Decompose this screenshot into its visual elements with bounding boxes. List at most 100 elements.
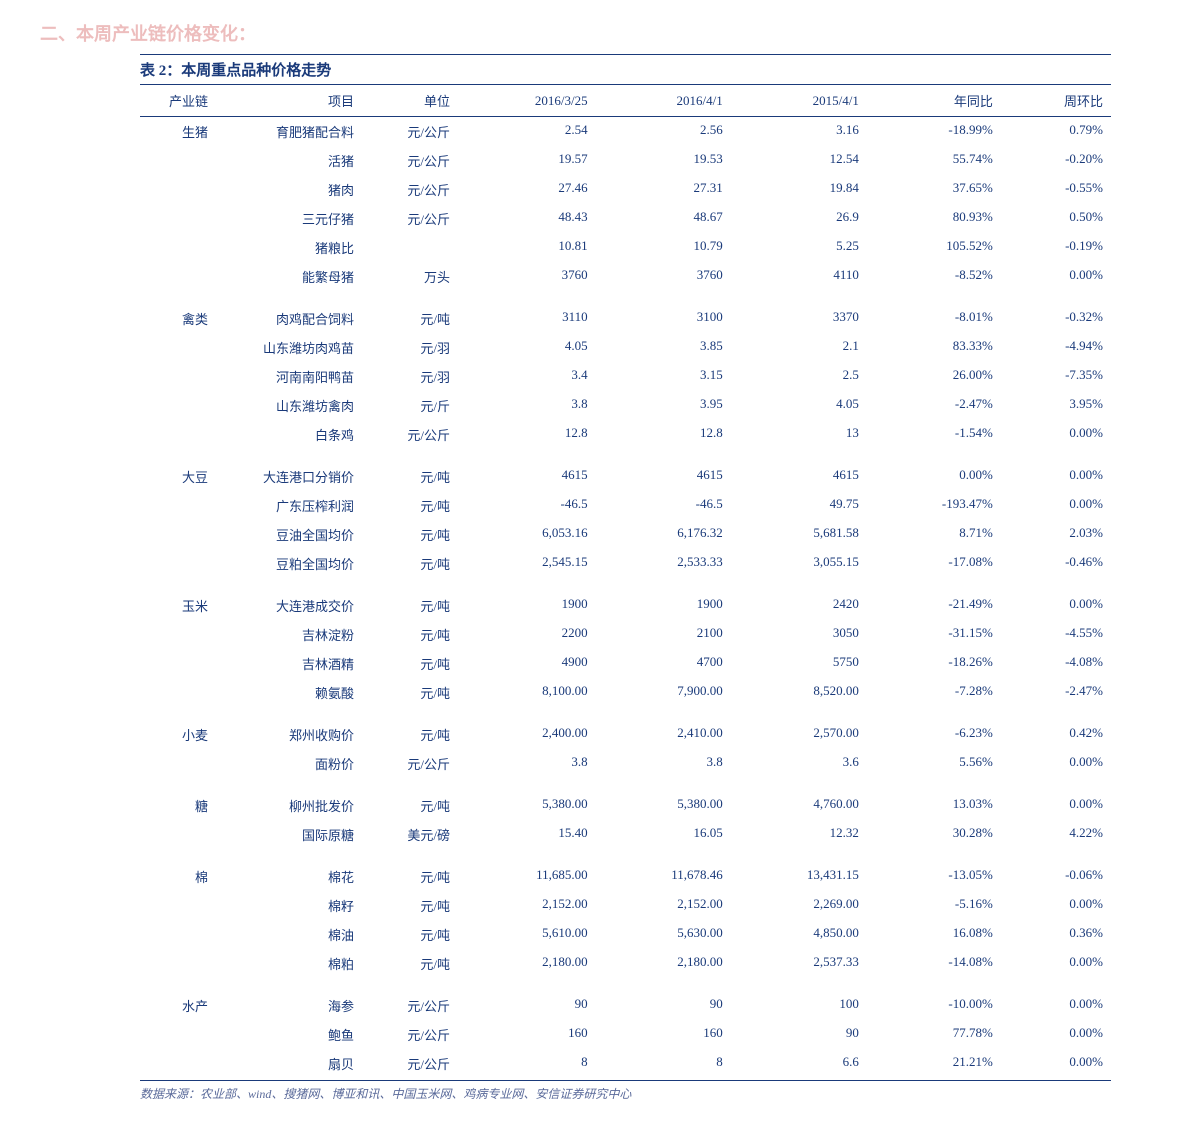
cell-wow: 0.36% (1001, 920, 1111, 949)
cell-val3: 5750 (731, 649, 867, 678)
cell-item: 棉花 (216, 849, 362, 891)
table-row: 水产海参元/公斤9090100-10.00%0.00% (140, 978, 1111, 1020)
cell-val1: 6,053.16 (458, 520, 596, 549)
cell-item: 面粉价 (216, 749, 362, 778)
cell-val3: 3.16 (731, 117, 867, 147)
cell-val2: 10.79 (596, 233, 731, 262)
cell-unit: 元/公斤 (362, 978, 458, 1020)
table-row: 小麦郑州收购价元/吨2,400.002,410.002,570.00-6.23%… (140, 707, 1111, 749)
cell-item: 棉粕 (216, 949, 362, 978)
price-table-container: 表 2：本周重点品种价格走势 产业链 项目 单位 2016/3/25 2016/… (140, 54, 1111, 1102)
cell-yoy: -2.47% (867, 391, 1001, 420)
cell-val1: 27.46 (458, 175, 596, 204)
table-row: 玉米大连港成交价元/吨190019002420-21.49%0.00% (140, 578, 1111, 620)
cell-unit: 元/斤 (362, 391, 458, 420)
col-unit: 单位 (362, 85, 458, 117)
col-chain: 产业链 (140, 85, 216, 117)
cell-wow: 0.00% (1001, 978, 1111, 1020)
cell-yoy: 77.78% (867, 1020, 1001, 1049)
cell-yoy: -31.15% (867, 620, 1001, 649)
col-item: 项目 (216, 85, 362, 117)
cell-item: 白条鸡 (216, 420, 362, 449)
cell-wow: 3.95% (1001, 391, 1111, 420)
cell-yoy: 55.74% (867, 146, 1001, 175)
table-row: 面粉价元/公斤3.83.83.65.56%0.00% (140, 749, 1111, 778)
cell-val1: 10.81 (458, 233, 596, 262)
cell-unit: 元/公斤 (362, 1049, 458, 1078)
data-source-note: 数据来源：农业部、wind、搜猪网、博亚和讯、中国玉米网、鸡病专业网、安信证券研… (140, 1081, 1111, 1102)
cell-val1: 3.4 (458, 362, 596, 391)
cell-val3: 4110 (731, 262, 867, 291)
cell-val3: 6.6 (731, 1049, 867, 1078)
cell-unit: 元/公斤 (362, 749, 458, 778)
table-row: 禽类肉鸡配合饲料元/吨311031003370-8.01%-0.32% (140, 291, 1111, 333)
table-row: 三元仔猪元/公斤48.4348.6726.980.93%0.50% (140, 204, 1111, 233)
cell-val3: 2,570.00 (731, 707, 867, 749)
cell-chain: 玉米 (140, 578, 216, 620)
cell-yoy: -13.05% (867, 849, 1001, 891)
cell-val1: 12.8 (458, 420, 596, 449)
cell-val2: 3100 (596, 291, 731, 333)
cell-yoy: 105.52% (867, 233, 1001, 262)
section-heading: 二、本周产业链价格变化： (40, 20, 1151, 46)
table-row: 大豆大连港口分销价元/吨4615461546150.00%0.00% (140, 449, 1111, 491)
cell-val1: 11,685.00 (458, 849, 596, 891)
table-row: 白条鸡元/公斤12.812.813-1.54%0.00% (140, 420, 1111, 449)
cell-chain (140, 491, 216, 520)
cell-item: 山东潍坊肉鸡苗 (216, 333, 362, 362)
cell-unit: 元/羽 (362, 362, 458, 391)
cell-val2: 2,180.00 (596, 949, 731, 978)
cell-item: 大连港口分销价 (216, 449, 362, 491)
cell-val3: 5.25 (731, 233, 867, 262)
cell-val3: 3.6 (731, 749, 867, 778)
cell-unit: 元/吨 (362, 549, 458, 578)
cell-val1: 90 (458, 978, 596, 1020)
cell-unit: 元/公斤 (362, 1020, 458, 1049)
cell-yoy: -7.28% (867, 678, 1001, 707)
cell-val2: 12.8 (596, 420, 731, 449)
cell-wow: -0.46% (1001, 549, 1111, 578)
table-row: 鲍鱼元/公斤1601609077.78%0.00% (140, 1020, 1111, 1049)
cell-item: 吉林酒精 (216, 649, 362, 678)
cell-item: 山东潍坊禽肉 (216, 391, 362, 420)
table-title: 表 2：本周重点品种价格走势 (140, 54, 1111, 85)
cell-item: 鲍鱼 (216, 1020, 362, 1049)
cell-chain (140, 1020, 216, 1049)
table-row: 棉粕元/吨2,180.002,180.002,537.33-14.08%0.00… (140, 949, 1111, 978)
cell-val1: 2.54 (458, 117, 596, 147)
cell-val3: 2.5 (731, 362, 867, 391)
cell-unit: 元/公斤 (362, 204, 458, 233)
cell-val2: 2.56 (596, 117, 731, 147)
cell-chain (140, 262, 216, 291)
cell-wow: 0.00% (1001, 778, 1111, 820)
cell-val3: 5,681.58 (731, 520, 867, 549)
cell-val3: 3050 (731, 620, 867, 649)
cell-item: 豆油全国均价 (216, 520, 362, 549)
cell-yoy: 30.28% (867, 820, 1001, 849)
cell-chain: 大豆 (140, 449, 216, 491)
cell-val1: 2,400.00 (458, 707, 596, 749)
cell-val1: 4615 (458, 449, 596, 491)
cell-val2: 3.15 (596, 362, 731, 391)
cell-val1: 3.8 (458, 749, 596, 778)
cell-yoy: 5.56% (867, 749, 1001, 778)
cell-wow: -4.94% (1001, 333, 1111, 362)
cell-val2: 3.95 (596, 391, 731, 420)
table-row: 河南南阳鸭苗元/羽3.43.152.526.00%-7.35% (140, 362, 1111, 391)
cell-unit: 元/吨 (362, 649, 458, 678)
cell-wow: 0.00% (1001, 262, 1111, 291)
cell-val2: 6,176.32 (596, 520, 731, 549)
cell-wow: -0.55% (1001, 175, 1111, 204)
cell-wow: -0.19% (1001, 233, 1111, 262)
cell-yoy: 83.33% (867, 333, 1001, 362)
table-row: 猪肉元/公斤27.4627.3119.8437.65%-0.55% (140, 175, 1111, 204)
cell-wow: 4.22% (1001, 820, 1111, 849)
cell-val3: 26.9 (731, 204, 867, 233)
cell-yoy: -8.01% (867, 291, 1001, 333)
cell-val1: 160 (458, 1020, 596, 1049)
cell-yoy: -5.16% (867, 891, 1001, 920)
cell-val1: 2200 (458, 620, 596, 649)
cell-val1: 48.43 (458, 204, 596, 233)
cell-val2: 11,678.46 (596, 849, 731, 891)
cell-wow: 0.00% (1001, 1020, 1111, 1049)
